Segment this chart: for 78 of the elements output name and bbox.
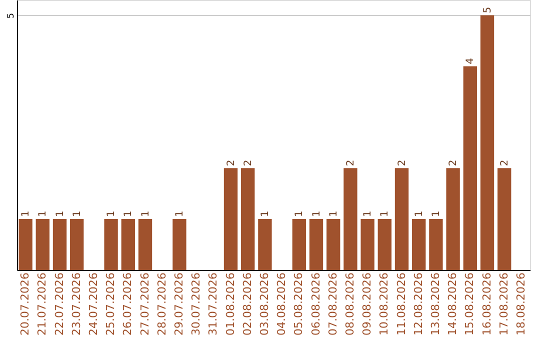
x-tick-label: 03.08.2026 (258, 272, 271, 336)
bar (258, 219, 272, 270)
x-tick-label: 11.08.2026 (394, 272, 408, 336)
bar (70, 219, 84, 270)
bar (344, 168, 358, 270)
data-label: 2 (242, 160, 254, 166)
x-tick-label: 05.08.2026 (292, 272, 306, 336)
data-label: 1 (54, 210, 66, 218)
x-tick-label: 30.07.2026 (190, 272, 203, 336)
bar (224, 168, 238, 270)
x-tick-label: 04.08.2026 (275, 272, 288, 336)
bar (412, 219, 426, 270)
data-label: 1 (72, 210, 83, 218)
x-tick-label: 17.08.2026 (497, 272, 510, 336)
bar (18, 219, 32, 270)
bar (498, 168, 512, 270)
data-label: 1 (311, 210, 322, 218)
x-tick-label: 09.08.2026 (360, 272, 374, 336)
x-tick-label: 02.08.2026 (240, 272, 254, 336)
bar (360, 219, 374, 270)
x-tick-label: 13.08.2026 (428, 272, 442, 336)
bar (378, 219, 392, 270)
bar (292, 219, 306, 270)
data-label: 1 (362, 210, 374, 218)
data-label: 1 (380, 210, 391, 218)
bar (241, 168, 255, 270)
data-label: 1 (414, 210, 425, 218)
x-tick-label: 28.07.2026 (155, 272, 168, 336)
bar (121, 219, 135, 270)
data-label: 1 (328, 210, 340, 218)
bar (52, 219, 67, 270)
x-tick-label: 25.07.2026 (104, 272, 118, 336)
bar (429, 219, 443, 270)
x-tick-label: 29.07.2026 (172, 272, 186, 336)
x-tick-label: 07.08.2026 (326, 272, 340, 336)
x-tick-label: 10.08.2026 (378, 272, 391, 336)
data-label: 1 (294, 210, 306, 218)
bar (326, 219, 340, 270)
data-label: 5 (482, 6, 494, 14)
bar (104, 219, 118, 270)
x-tick-label: 24.07.2026 (86, 272, 100, 336)
data-label: 2 (345, 160, 356, 166)
x-tick-label: 08.08.2026 (343, 272, 356, 336)
data-label: 1 (174, 210, 186, 218)
x-tick-label: 18.08.2026 (514, 272, 528, 336)
x-tick-label: 06.08.2026 (309, 272, 322, 336)
bar (394, 168, 409, 270)
x-tick-label: 14.08.2026 (446, 272, 460, 336)
x-tick-label: 26.07.2026 (121, 272, 134, 336)
data-label: 2 (448, 160, 460, 166)
data-label: 1 (123, 210, 134, 218)
data-label: 1 (260, 210, 271, 218)
x-tick-label: 23.07.2026 (70, 272, 83, 336)
data-label: 2 (226, 160, 237, 166)
bar (36, 219, 50, 270)
data-label: 1 (106, 210, 118, 218)
data-label: 1 (140, 210, 152, 218)
bar (138, 219, 152, 270)
bar (480, 15, 494, 270)
data-label: 1 (20, 210, 32, 218)
data-label: 2 (499, 160, 510, 166)
bar (172, 219, 186, 270)
x-tick-label: 21.07.2026 (36, 272, 49, 336)
x-tick-label: 01.08.2026 (224, 272, 237, 336)
x-tick-label: 31.07.2026 (206, 272, 220, 336)
data-label: 2 (396, 160, 408, 166)
data-label: 4 (465, 58, 476, 64)
x-tick-label: 20.07.2026 (18, 272, 32, 336)
x-tick-label: 22.07.2026 (52, 272, 66, 336)
x-tick-label: 16.08.2026 (480, 272, 494, 336)
x-tick-label: 12.08.2026 (412, 272, 425, 336)
x-tick-label: 15.08.2026 (463, 272, 476, 336)
data-label: 1 (430, 210, 442, 218)
bar (463, 66, 477, 270)
x-tick-label: 27.07.2026 (138, 272, 152, 336)
bar (309, 219, 324, 270)
bar (446, 168, 460, 270)
data-label: 1 (38, 210, 49, 218)
